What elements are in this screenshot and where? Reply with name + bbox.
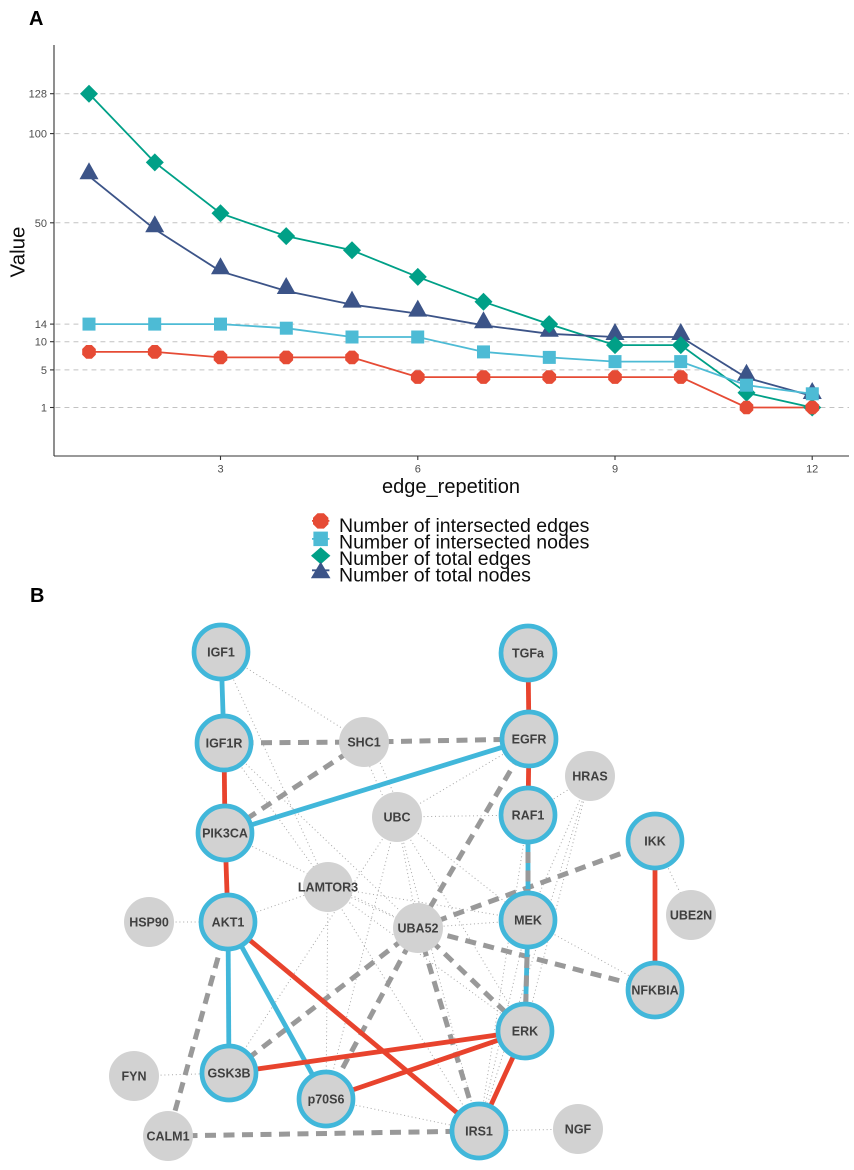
svg-text:10: 10 xyxy=(35,337,47,349)
svg-text:edge_repetition: edge_repetition xyxy=(382,476,520,498)
svg-text:p70S6: p70S6 xyxy=(308,1093,345,1107)
svg-text:RAF1: RAF1 xyxy=(512,809,545,823)
svg-text:NFKBIA: NFKBIA xyxy=(631,984,678,998)
svg-text:B: B xyxy=(30,585,44,607)
svg-text:EGFR: EGFR xyxy=(512,733,547,747)
svg-text:PIK3CA: PIK3CA xyxy=(202,827,248,841)
svg-text:AKT1: AKT1 xyxy=(212,916,245,930)
svg-text:IRS1: IRS1 xyxy=(465,1125,493,1139)
svg-text:14: 14 xyxy=(35,319,47,331)
svg-text:GSK3B: GSK3B xyxy=(207,1067,250,1081)
svg-text:FYN: FYN xyxy=(122,1070,147,1084)
svg-text:HSP90: HSP90 xyxy=(129,916,169,930)
svg-text:NGF: NGF xyxy=(565,1123,592,1137)
svg-text:UBE2N: UBE2N xyxy=(670,909,712,923)
svg-text:100: 100 xyxy=(29,129,47,141)
svg-text:A: A xyxy=(29,8,43,30)
svg-text:5: 5 xyxy=(41,365,47,377)
svg-text:IKK: IKK xyxy=(644,835,666,849)
svg-text:HRAS: HRAS xyxy=(572,770,607,784)
svg-text:12: 12 xyxy=(806,464,818,476)
svg-text:CALM1: CALM1 xyxy=(146,1130,189,1144)
svg-text:1: 1 xyxy=(41,403,47,415)
svg-text:IGF1: IGF1 xyxy=(207,646,235,660)
svg-text:UBC: UBC xyxy=(383,811,410,825)
svg-text:SHC1: SHC1 xyxy=(347,736,380,750)
svg-text:UBA52: UBA52 xyxy=(398,922,439,936)
svg-text:Number of total nodes: Number of total nodes xyxy=(339,564,531,586)
svg-text:6: 6 xyxy=(415,464,421,476)
svg-text:128: 128 xyxy=(29,89,47,101)
svg-text:3: 3 xyxy=(217,464,223,476)
svg-text:Value: Value xyxy=(7,227,30,278)
svg-text:MEK: MEK xyxy=(514,914,542,928)
svg-text:TGFa: TGFa xyxy=(512,647,545,661)
svg-text:ERK: ERK xyxy=(512,1025,538,1039)
svg-text:9: 9 xyxy=(612,464,618,476)
svg-text:50: 50 xyxy=(35,218,47,230)
svg-text:Number of intersected edges: Number of intersected edges xyxy=(339,515,590,537)
svg-text:IGF1R: IGF1R xyxy=(206,737,243,751)
svg-text:Number of total edges: Number of total edges xyxy=(339,548,531,570)
svg-text:LAMTOR3: LAMTOR3 xyxy=(298,881,358,895)
svg-text:Number of intersected nodes: Number of intersected nodes xyxy=(339,532,590,554)
